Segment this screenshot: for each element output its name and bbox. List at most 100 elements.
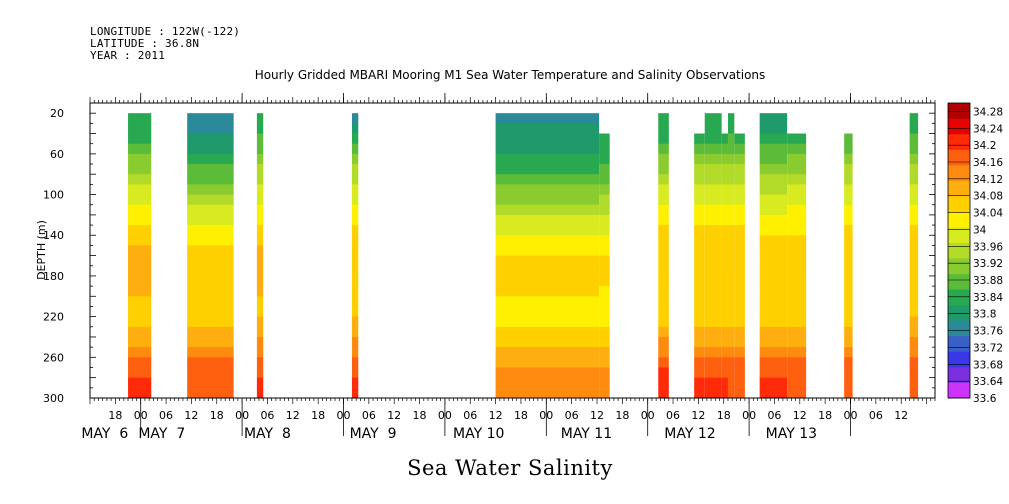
salinity-cell: [734, 387, 745, 399]
data-segment: [727, 113, 735, 399]
colorbar-label: 34.08: [973, 191, 1003, 203]
salinity-cell: [599, 164, 610, 175]
salinity-cell: [721, 377, 728, 389]
salinity-cell: [844, 194, 853, 206]
salinity-cell: [727, 387, 735, 399]
salinity-cell: [787, 347, 807, 358]
salinity-cell: [128, 377, 152, 389]
x-day-label: MAY 10: [453, 426, 504, 442]
salinity-cell: [187, 326, 234, 338]
colorbar-swatch: [948, 118, 970, 135]
salinity-cell: [351, 286, 359, 297]
salinity-cell: [844, 265, 853, 277]
data-segment: [721, 133, 728, 399]
salinity-cell: [909, 133, 919, 145]
salinity-cell: [734, 143, 745, 155]
latitude-label: LATITUDE : 36.8N: [90, 37, 200, 50]
salinity-cell: [909, 326, 919, 338]
salinity-cell: [187, 336, 234, 348]
salinity-cell: [658, 245, 669, 256]
salinity-cell: [759, 133, 788, 145]
salinity-cell: [128, 214, 152, 226]
salinity-cell: [658, 123, 669, 134]
salinity-cell: [759, 245, 788, 256]
salinity-cell: [694, 316, 705, 328]
salinity-cell: [844, 367, 853, 379]
salinity-cell: [599, 296, 610, 307]
salinity-cell: [727, 286, 735, 297]
data-segment: [599, 133, 610, 399]
salinity-cell: [256, 255, 264, 267]
x-hour-tick-label: 06: [869, 409, 883, 422]
salinity-cell: [734, 275, 745, 287]
salinity-cell: [256, 204, 264, 216]
colorbar-label: 33.8: [973, 309, 996, 321]
salinity-cell: [187, 275, 234, 287]
year-label: YEAR : 2011: [90, 49, 166, 62]
salinity-cell: [658, 357, 669, 368]
salinity-cell: [844, 255, 853, 267]
salinity-cell: [256, 265, 264, 277]
salinity-cell: [599, 153, 610, 165]
salinity-cell: [256, 347, 264, 358]
salinity-cell: [187, 347, 234, 358]
salinity-cell: [759, 306, 788, 318]
salinity-cell: [909, 265, 919, 277]
salinity-cell: [351, 113, 359, 124]
salinity-cell: [694, 265, 705, 277]
salinity-cell: [599, 235, 610, 246]
salinity-cell: [658, 347, 669, 358]
salinity-cell: [734, 235, 745, 246]
salinity-cell: [734, 347, 745, 358]
x-hour-tick-label: 00: [438, 409, 452, 422]
salinity-cell: [909, 296, 919, 307]
x-hour-tick-label: 18: [717, 409, 731, 422]
salinity-cell: [721, 387, 728, 399]
salinity-cell: [694, 357, 705, 368]
salinity-cell: [694, 133, 705, 145]
colorbar-label: 33.88: [973, 275, 1003, 287]
salinity-cell: [351, 245, 359, 256]
salinity-cell: [759, 143, 788, 155]
salinity-cell: [721, 235, 728, 246]
salinity-cell: [734, 204, 745, 216]
salinity-cell: [787, 286, 807, 297]
salinity-cell: [704, 123, 722, 134]
salinity-cell: [187, 164, 234, 175]
colorbar-label: 34.24: [973, 123, 1003, 135]
salinity-cell: [787, 174, 807, 185]
colorbar-label: 33.6: [973, 393, 997, 405]
salinity-cell: [787, 377, 807, 389]
salinity-cell: [658, 204, 669, 216]
colorbar-label: 34.12: [973, 174, 1003, 186]
salinity-cell: [734, 367, 745, 379]
salinity-cell: [658, 306, 669, 318]
salinity-cell: [256, 214, 264, 226]
x-hour-tick-label: 06: [159, 409, 173, 422]
salinity-cell: [704, 387, 722, 399]
salinity-cell: [704, 153, 722, 165]
salinity-cell: [721, 357, 728, 368]
salinity-cell: [128, 153, 152, 165]
salinity-cell: [704, 286, 722, 297]
x-day-label: MAY 11: [561, 426, 612, 442]
salinity-cell: [658, 225, 669, 236]
x-hour-tick-label: 18: [818, 409, 832, 422]
salinity-cell: [658, 316, 669, 328]
colorbar-swatch: [948, 304, 970, 321]
salinity-cell: [658, 235, 669, 246]
salinity-cell: [727, 255, 735, 267]
salinity-cell: [351, 153, 359, 165]
salinity-cell: [727, 113, 735, 124]
salinity-cell: [909, 286, 919, 297]
salinity-cell: [727, 235, 735, 246]
salinity-cell: [599, 316, 610, 328]
salinity-cell: [704, 306, 722, 318]
salinity-cell: [734, 153, 745, 165]
salinity-cell: [351, 133, 359, 145]
salinity-cell: [599, 387, 610, 399]
salinity-cell: [658, 153, 669, 165]
salinity-cell: [909, 387, 919, 399]
salinity-cell: [694, 164, 705, 175]
salinity-cell: [704, 347, 722, 358]
